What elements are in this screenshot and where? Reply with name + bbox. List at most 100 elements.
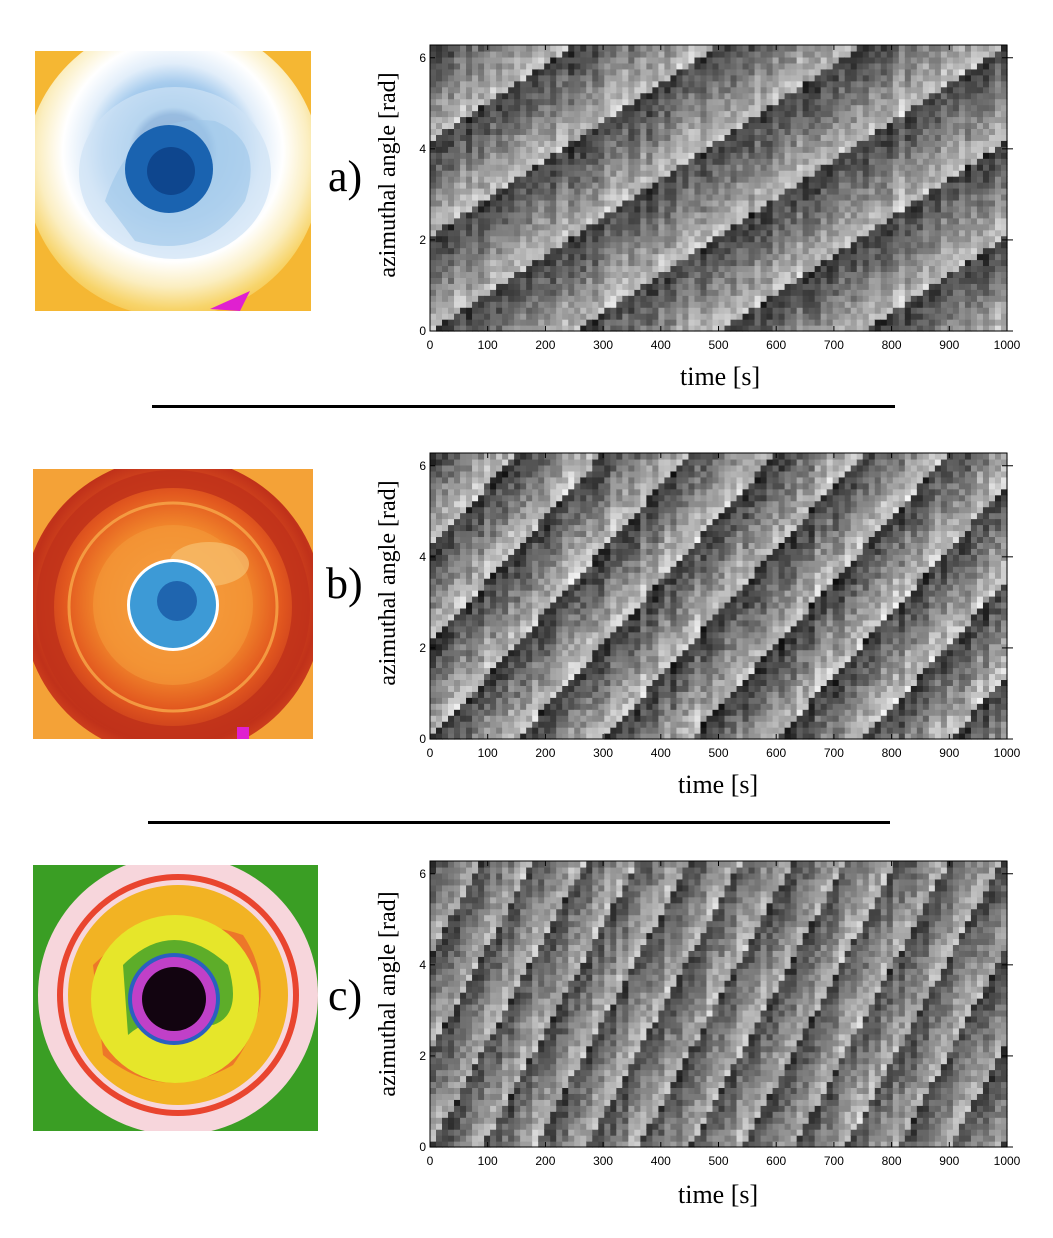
heatmap-cell — [430, 98, 437, 106]
heatmap-cell — [460, 458, 467, 466]
panel-b: b) 0 100 200 300 400 500 600 700 800 900 1000 0 2 4 6 … — [0, 408, 1053, 818]
heatmap-cell — [460, 655, 467, 663]
heatmap-cell — [568, 152, 575, 159]
heatmap-cell — [958, 307, 966, 314]
heatmap-cell — [670, 134, 678, 141]
heatmap-cell — [556, 289, 563, 296]
heatmap-cell — [778, 205, 786, 213]
heatmap-cell — [502, 271, 509, 278]
heatmap-cell — [628, 307, 635, 314]
heatmap-cell — [712, 146, 720, 153]
heatmap-cell — [604, 205, 611, 213]
heatmap-cell — [442, 259, 449, 267]
heatmap-cell — [520, 211, 527, 219]
heatmap-cell — [586, 259, 593, 267]
heatmap-cell — [676, 56, 684, 64]
heatmap-cell — [946, 188, 954, 195]
heatmap-cell — [754, 199, 762, 207]
heatmap-cell — [940, 62, 948, 70]
heatmap-cell — [844, 62, 852, 70]
heatmap-cell — [826, 235, 834, 243]
heatmap-cell — [622, 140, 629, 147]
heatmap-cell — [622, 229, 629, 237]
heatmap-cell — [934, 134, 942, 141]
heatmap-cell — [862, 134, 870, 141]
heatmap-cell — [634, 56, 641, 64]
heatmap-cell — [880, 265, 888, 273]
heatmap-cell — [796, 116, 804, 124]
heatmap-cell — [790, 98, 798, 106]
thermal-ring-mid-b — [67, 501, 279, 713]
heatmap-cell — [640, 325, 647, 332]
heatmap-cell — [454, 655, 461, 663]
heatmap-cell — [958, 223, 966, 231]
heatmap-cell — [994, 211, 1002, 219]
heatmap-cell — [688, 122, 696, 130]
heatmap-cell — [580, 283, 587, 290]
heatmap-cell — [748, 319, 756, 326]
heatmap-cell — [1000, 301, 1008, 308]
heatmap-cell — [742, 241, 750, 249]
heatmap-cell — [928, 116, 936, 124]
heatmap-cell — [652, 56, 659, 64]
heatmap-cell — [664, 229, 672, 237]
heatmap-cell — [922, 259, 930, 267]
heatmap-cell — [832, 74, 840, 82]
heatmap-cell — [1000, 193, 1008, 201]
heatmap-cell — [868, 325, 876, 332]
heatmap-cell — [634, 110, 641, 118]
heatmap-cell — [622, 319, 629, 326]
heatmap-cell — [742, 253, 750, 261]
heatmap-cell — [454, 721, 461, 728]
heatmap-cell — [568, 170, 575, 177]
heatmap-cell — [688, 277, 696, 284]
heatmap-cell — [430, 566, 437, 573]
heatmap-cell — [754, 140, 762, 147]
heatmap-cell — [430, 494, 437, 502]
heatmap-cell — [916, 56, 924, 64]
heatmap-cell — [604, 110, 611, 118]
heatmap-cell — [952, 307, 960, 314]
heatmap-cell — [850, 253, 858, 261]
heatmap-cell — [556, 104, 563, 112]
heatmap-cell — [814, 74, 822, 82]
heatmap-cell — [964, 241, 972, 249]
heatmap-cell — [796, 104, 804, 112]
heatmap-cell — [970, 301, 978, 308]
heatmap-cell — [862, 188, 870, 195]
heatmap-cell — [646, 122, 653, 130]
heatmap-cell — [868, 170, 876, 177]
heatmap-cell — [934, 188, 942, 195]
heatmap-cell — [592, 295, 599, 302]
heatmap-cell — [838, 307, 846, 314]
heatmap-cell — [598, 134, 605, 141]
heatmap-cell — [502, 319, 509, 326]
heatmap-cell — [766, 217, 774, 225]
heatmap-cell — [934, 158, 942, 165]
heatmap-cell — [952, 80, 960, 88]
heatmap-cell — [850, 193, 858, 201]
heatmap-cell — [478, 229, 485, 237]
heatmap-cell — [628, 223, 635, 231]
heatmap-cell — [982, 313, 990, 320]
heatmap-cell — [850, 271, 858, 278]
heatmap-cell — [670, 229, 678, 237]
heatmap-cell — [448, 596, 455, 603]
heatmap-cell — [706, 325, 714, 332]
heatmap-cell — [706, 247, 714, 255]
heatmap-cell — [982, 50, 990, 58]
heatmap-cell — [616, 62, 623, 70]
heatmap-cell — [814, 265, 822, 273]
heatmap-cell — [868, 283, 876, 290]
heatmap-cell — [568, 56, 575, 64]
heatmap-cell — [448, 50, 455, 58]
heatmap-cell — [478, 80, 485, 88]
heatmap-cell — [766, 283, 774, 290]
heatmap-cell — [502, 134, 509, 141]
heatmap-cell — [748, 199, 756, 207]
heatmap-cell — [634, 193, 641, 201]
heatmap-cell — [724, 188, 732, 195]
heatmap-cell — [820, 199, 828, 207]
heatmap-cell — [604, 199, 611, 207]
heatmap-cell — [604, 122, 611, 130]
